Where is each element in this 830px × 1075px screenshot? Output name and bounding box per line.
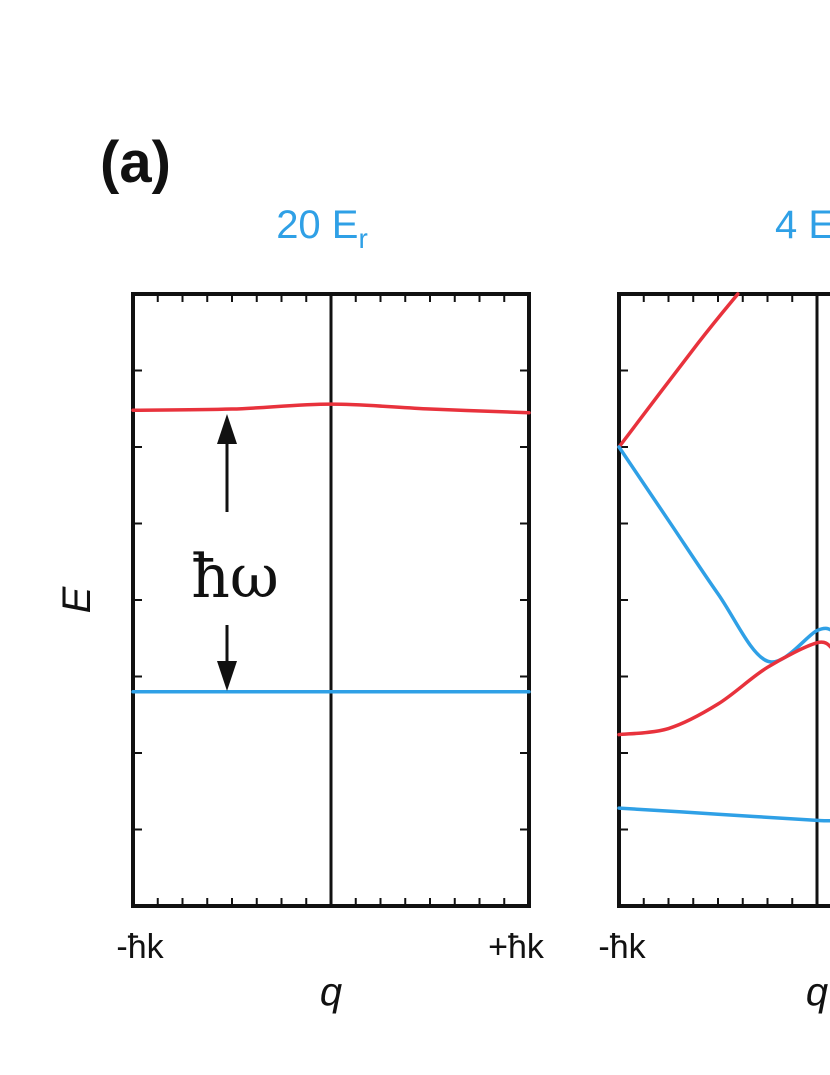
panel-4er: 4 E -ħk q <box>598 203 830 1014</box>
tick-marks <box>619 294 818 906</box>
title-subscript: r <box>358 223 367 254</box>
y-axis-label: E <box>55 585 99 613</box>
panel-20er: 20 Er -ħk +ħk q E ħω <box>55 203 545 1014</box>
arrow-down-head <box>217 661 237 691</box>
band-line-1 <box>131 402 531 415</box>
tick-marks <box>133 294 529 906</box>
panel-title: 4 E <box>775 203 830 247</box>
panel-label: (a) <box>100 130 171 195</box>
band-line-4 <box>617 806 830 823</box>
band-line-2 <box>617 445 830 664</box>
band-line-3 <box>617 640 830 737</box>
arrow-up-head <box>217 414 237 444</box>
x-axis-label: q <box>806 970 828 1014</box>
series-group <box>617 292 830 823</box>
x-tick-label-left: -ħk <box>116 928 164 966</box>
x-tick-label-left: -ħk <box>598 928 646 966</box>
x-tick-label-right: +ħk <box>488 928 545 966</box>
series-group <box>131 402 531 694</box>
panel-title: 20 Er <box>276 203 368 254</box>
band-line-1 <box>617 292 740 449</box>
x-axis-label: q <box>320 970 342 1014</box>
hbar-omega-annotation: ħω <box>191 542 279 612</box>
title-text: 20 E <box>276 203 358 247</box>
